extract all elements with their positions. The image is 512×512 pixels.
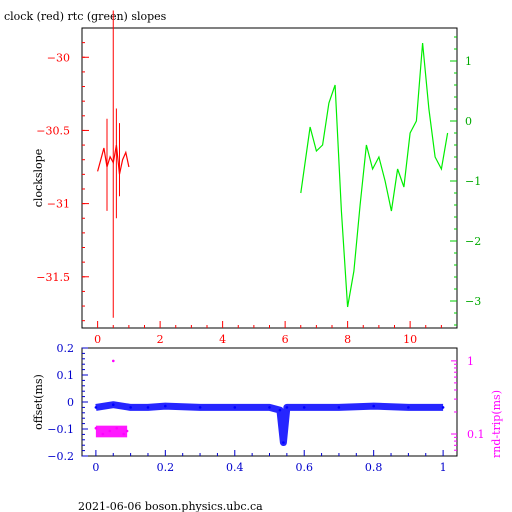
bottom-right-axis-label: rnd-trip(ms) <box>490 390 503 458</box>
bottom-right-tick-label: 1 <box>467 355 474 368</box>
top-x-tick-label: 6 <box>282 333 289 346</box>
top-right-tick-label: 1 <box>465 55 472 68</box>
bottom-y-tick-label: 0.1 <box>57 369 75 382</box>
bottom-plot-frame <box>81 347 458 457</box>
top-y-tick-label: −31 <box>47 198 70 211</box>
bottom-y-tick-label: 0 <box>67 396 74 409</box>
top-chart-series <box>97 10 449 318</box>
top-right-tick-label: −1 <box>465 175 481 188</box>
top-x-tick-label: 8 <box>344 333 351 346</box>
bottom-x-tick-label: 1 <box>440 461 447 474</box>
top-chart-title: clock (red) rtc (green) slopes <box>4 10 167 23</box>
bottom-x-tick-label: 0.8 <box>365 461 383 474</box>
bottom-x-tick-label: 0.6 <box>295 461 313 474</box>
bottom-y-axis-label: offset(ms) <box>32 374 45 430</box>
bottom-x-tick-label: 0 <box>92 461 99 474</box>
top-y-axis-label: clockslope <box>32 149 45 207</box>
top-x-tick-label: 10 <box>403 333 417 346</box>
bottom-chart-series <box>94 359 445 446</box>
top-x-tick-label: 0 <box>94 333 101 346</box>
bottom-y-tick-label: −0.1 <box>47 423 74 436</box>
top-right-tick-label: −2 <box>465 235 481 248</box>
series-rtc-line <box>300 42 449 308</box>
bottom-right-tick-label: 0.1 <box>467 428 485 441</box>
top-x-tick-label: 2 <box>157 333 164 346</box>
top-y-tick-label: −30.5 <box>36 124 70 137</box>
bottom-y-tick-label: −0.2 <box>47 450 74 463</box>
series-offset-band <box>95 401 444 446</box>
bottom-x-tick-label: 0.2 <box>157 461 175 474</box>
bottom-y-tick-label: 0.2 <box>57 342 75 355</box>
bottom-x-tick-label: 0.4 <box>226 461 244 474</box>
top-x-tick-label: 4 <box>219 333 226 346</box>
footer-text: 2021-06-06 boson.physics.ubc.ca <box>78 500 263 512</box>
series-rnd-trip-band <box>95 425 128 438</box>
top-chart-ticks: 0 2 4 6 8 10−30−30.5−31−31.510−1−2−3 <box>36 36 481 346</box>
series-rnd-trip-point <box>112 359 115 363</box>
top-right-tick-label: −3 <box>465 295 481 308</box>
top-y-tick-label: −31.5 <box>36 271 70 284</box>
top-y-tick-label: −30 <box>47 51 70 64</box>
top-right-tick-label: 0 <box>465 115 472 128</box>
bottom-chart-ticks: 0 0.2 0.4 0.6 0.8 1 0.2 0.1 0 −0.1 −0.2 1 0.1 <box>47 342 484 474</box>
